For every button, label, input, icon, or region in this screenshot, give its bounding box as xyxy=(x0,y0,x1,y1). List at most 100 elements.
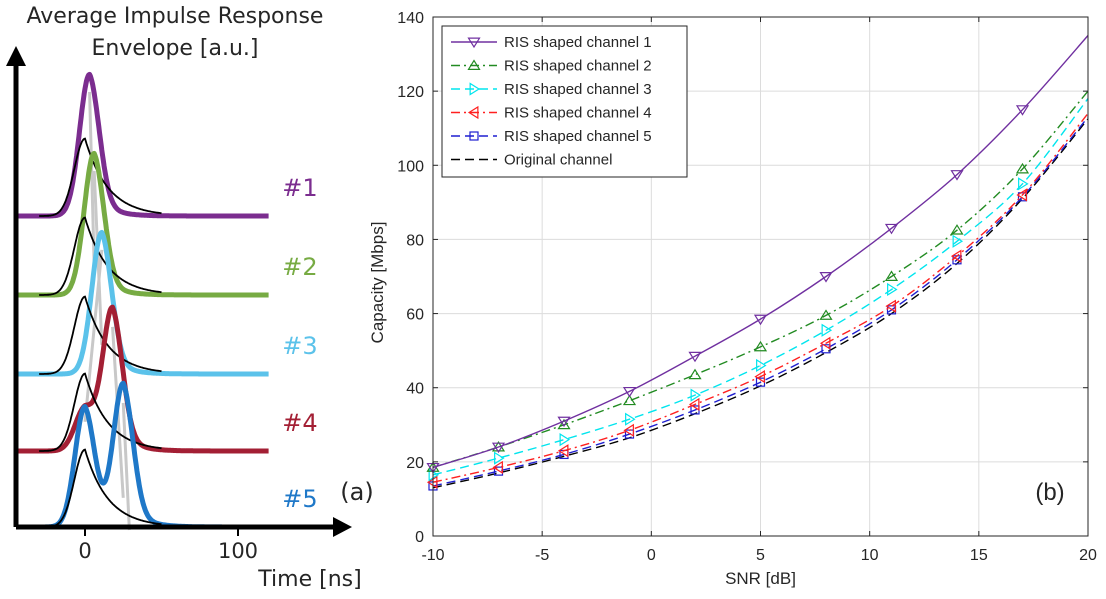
y-tick-label: 20 xyxy=(406,455,424,472)
channel-label: #4 xyxy=(282,409,317,437)
data-point xyxy=(819,272,833,283)
panel-b-text: SNR [dB] Capacity [Mbps] (b) xyxy=(368,222,1065,588)
panel-label-a: (a) xyxy=(340,478,373,506)
legend-entry: RIS shaped channel 1 xyxy=(451,34,652,51)
series-4 xyxy=(426,112,1089,489)
data-point xyxy=(819,336,831,350)
x-tick-label: 0 xyxy=(78,539,91,563)
data-point xyxy=(688,351,702,363)
x-tick-label: 15 xyxy=(970,547,988,564)
y-axis-title-line-1: Average Impulse Response xyxy=(27,4,324,29)
data-point xyxy=(622,386,637,398)
legend-marker xyxy=(467,37,481,49)
panel-a-axes xyxy=(6,46,352,537)
channel-curve-3 xyxy=(15,229,271,377)
legend-entry: Original channel xyxy=(451,152,612,169)
legend-label: RIS shaped channel 2 xyxy=(504,58,652,75)
channel-label: #5 xyxy=(282,485,317,513)
legend-marker xyxy=(469,82,481,96)
panel-label-b: (b) xyxy=(1035,479,1064,506)
data-point xyxy=(1015,162,1030,174)
series-line xyxy=(432,90,1089,469)
panel-a-text: #1 #2 #3 #4 #5 0 100 Average Impulse Response En… xyxy=(27,4,374,592)
y-axis-title-line-2: Envelope [a.u.] xyxy=(91,36,258,61)
data-point xyxy=(753,340,768,352)
y-tick-label: 40 xyxy=(406,381,424,398)
y-tick-label: 0 xyxy=(415,529,424,546)
data-point xyxy=(950,170,964,181)
x-axis-title: SNR [dB] xyxy=(725,569,796,588)
channel-curve-4 xyxy=(15,304,271,454)
series-line xyxy=(432,35,1089,469)
channel-label: #3 xyxy=(282,332,317,360)
data-point xyxy=(950,249,962,263)
series-line xyxy=(432,118,1089,489)
data-point xyxy=(753,314,768,326)
legend-label: RIS shaped channel 1 xyxy=(504,34,652,51)
series-line xyxy=(432,116,1089,487)
data-point xyxy=(625,412,636,426)
data-point xyxy=(426,475,438,489)
series-lines xyxy=(426,35,1089,491)
x-axis-arrowhead xyxy=(333,517,352,537)
y-tick-label: 60 xyxy=(406,307,424,324)
channel-curve-1 xyxy=(15,71,271,219)
impulse-curves xyxy=(15,71,271,530)
data-point xyxy=(557,418,571,430)
legend-entry: RIS shaped channel 2 xyxy=(451,58,652,75)
legend-box xyxy=(441,25,688,178)
data-point xyxy=(821,323,833,337)
data-point xyxy=(491,442,506,454)
data-point xyxy=(688,397,700,411)
y-tick-label: 100 xyxy=(397,158,424,175)
data-point xyxy=(623,423,634,437)
panel-a-impulse-response: #1 #2 #3 #4 #5 0 100 Average Impulse Response En… xyxy=(6,4,374,592)
legend-entry: RIS shaped channel 3 xyxy=(451,81,652,98)
x-tick-label: 100 xyxy=(218,539,258,563)
series-6 xyxy=(432,118,1089,489)
legend-marker xyxy=(469,131,479,141)
channel-curve-2 xyxy=(15,150,271,298)
y-tick-label: 140 xyxy=(397,10,424,27)
data-point xyxy=(622,394,637,406)
reference-curve-2 xyxy=(39,216,162,296)
x-tick-label: 0 xyxy=(647,547,656,564)
data-point xyxy=(819,309,833,320)
data-point xyxy=(494,451,505,465)
y-axis-title: Capacity [Mbps] xyxy=(368,222,387,344)
x-tick-label: 20 xyxy=(1079,547,1097,564)
peak-guide-line xyxy=(83,249,104,422)
x-axis-title: Time [ns] xyxy=(257,567,361,592)
legend-entry: RIS shaped channel 5 xyxy=(451,128,652,145)
legend-label: Original channel xyxy=(504,152,612,169)
reference-curve-5 xyxy=(39,448,162,528)
data-point xyxy=(950,224,964,235)
legend-marker xyxy=(467,105,479,120)
reference-curve-4 xyxy=(39,372,162,452)
data-point xyxy=(887,282,898,297)
panel-b-capacity-chart: -10 -5 0 5 10 15 20 0 20 40 60 80 100 120 140 RIS shap… xyxy=(368,10,1097,588)
data-point xyxy=(884,223,899,235)
data-point xyxy=(885,299,896,313)
data-point xyxy=(557,416,571,428)
peak-guide-line xyxy=(88,91,96,266)
legend-marker xyxy=(467,59,481,70)
data-point xyxy=(1015,105,1030,116)
data-point xyxy=(754,370,765,384)
legend-label: RIS shaped channel 4 xyxy=(504,105,652,122)
y-axis-arrowhead xyxy=(6,46,26,66)
legend-entry: RIS shaped channel 4 xyxy=(451,105,652,122)
peak-guide-line xyxy=(121,402,131,531)
data-point xyxy=(557,444,569,458)
x-tick-label: -5 xyxy=(535,547,549,564)
guide-lines xyxy=(83,91,131,531)
legend-label: RIS shaped channel 3 xyxy=(504,81,652,98)
data-point xyxy=(690,388,702,402)
series-line xyxy=(432,112,1089,483)
panel-b-axes xyxy=(432,16,1089,537)
y-tick-label: 120 xyxy=(397,84,424,101)
legend: RIS shaped channel 1 RIS shaped channel 2… xyxy=(441,25,688,178)
tick-labels: -10 -5 0 5 10 15 20 0 20 40 60 80 100 120 140 xyxy=(397,10,1097,564)
